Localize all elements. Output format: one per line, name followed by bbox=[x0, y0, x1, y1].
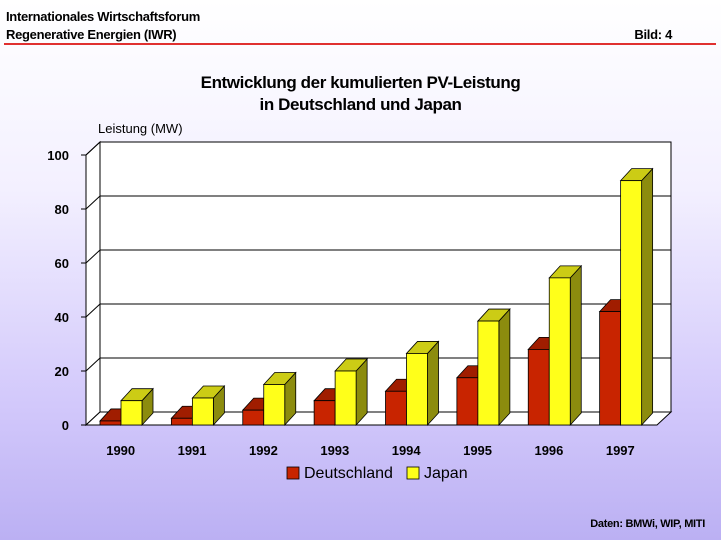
data-source-note: Daten: BMWi, WIP, MITI bbox=[590, 518, 705, 530]
bar-deutschland-front bbox=[170, 417, 193, 426]
legend-swatch-deutschland bbox=[286, 466, 300, 480]
gridline bbox=[85, 141, 671, 156]
bar-japan bbox=[191, 384, 226, 427]
x-tick-label: 1994 bbox=[392, 443, 422, 458]
bar-japan-side bbox=[569, 264, 582, 427]
bar-japan bbox=[548, 264, 583, 427]
x-tick-label: 1995 bbox=[463, 443, 492, 458]
bar-deutschland-front bbox=[527, 348, 550, 426]
plot-back-wall bbox=[99, 141, 672, 413]
legend-swatch-japan bbox=[406, 466, 420, 480]
y-tick-label: 60 bbox=[55, 256, 69, 271]
bar-japan-front bbox=[263, 384, 286, 426]
bar-japan bbox=[262, 371, 297, 427]
bar-japan bbox=[619, 167, 654, 427]
x-tick-label: 1992 bbox=[249, 443, 278, 458]
x-tick-label: 1993 bbox=[320, 443, 349, 458]
bar-japan-side bbox=[641, 167, 654, 427]
y-tick-label: 20 bbox=[55, 364, 69, 379]
bar-deutschland-front bbox=[242, 409, 265, 426]
bar-japan-front bbox=[406, 353, 428, 426]
x-tick-label: 1997 bbox=[606, 443, 635, 458]
gridline bbox=[85, 249, 671, 264]
bar-japan-front bbox=[120, 400, 143, 426]
chart-axes bbox=[81, 140, 673, 427]
chart-bars bbox=[99, 167, 654, 427]
gridline bbox=[85, 195, 671, 210]
bar-japan-front bbox=[191, 397, 214, 426]
chart-labels: 0 20 40 60 80 100 Leistung (MW) 1990 1991 1992 199… bbox=[47, 121, 634, 458]
y-tick-label: 40 bbox=[55, 310, 69, 325]
bar-japan bbox=[476, 308, 511, 427]
bar-japan-front bbox=[620, 180, 643, 426]
bar-deutschland-front bbox=[99, 420, 122, 426]
slide-number-label: Bild: 4 bbox=[634, 27, 672, 42]
bar-japan bbox=[334, 357, 369, 427]
gridline bbox=[85, 303, 671, 318]
bar-japan-front bbox=[334, 370, 357, 426]
bar-japan-front bbox=[477, 320, 500, 426]
header-title-line2: Regenerative Energien (IWR) bbox=[6, 27, 177, 42]
chart-subtitle: in Deutschland und Japan bbox=[259, 95, 462, 114]
bar-deutschland-front bbox=[313, 400, 336, 426]
y-axis-label: Leistung (MW) bbox=[98, 121, 183, 136]
bar-japan-front bbox=[548, 277, 571, 426]
header-title-line1: Internationales Wirtschaftsforum bbox=[6, 9, 200, 24]
legend-label-deutschland: Deutschland bbox=[304, 465, 393, 482]
bar-japan bbox=[120, 387, 154, 427]
bar-deutschland-front bbox=[456, 377, 479, 426]
x-tick-label: 1990 bbox=[106, 443, 135, 458]
legend-label-japan: Japan bbox=[424, 465, 468, 482]
bar-japan bbox=[405, 340, 440, 427]
chart-title: Entwicklung der kumulierten PV-Leistung bbox=[200, 73, 521, 92]
plot-side-wall bbox=[85, 140, 101, 427]
bar-japan-side bbox=[427, 340, 439, 427]
bar-deutschland-front bbox=[599, 311, 622, 426]
y-tick-label: 100 bbox=[47, 148, 69, 163]
bar-deutschland-front bbox=[385, 390, 407, 426]
x-tick-label: 1996 bbox=[534, 443, 563, 458]
x-tick-label: 1991 bbox=[178, 443, 207, 458]
header-divider bbox=[4, 43, 716, 45]
y-tick-label: 80 bbox=[55, 202, 69, 217]
chart-legend: Deutschland Japan bbox=[286, 465, 468, 482]
y-tick-label: 0 bbox=[62, 418, 69, 433]
bar-japan-side bbox=[498, 308, 511, 427]
